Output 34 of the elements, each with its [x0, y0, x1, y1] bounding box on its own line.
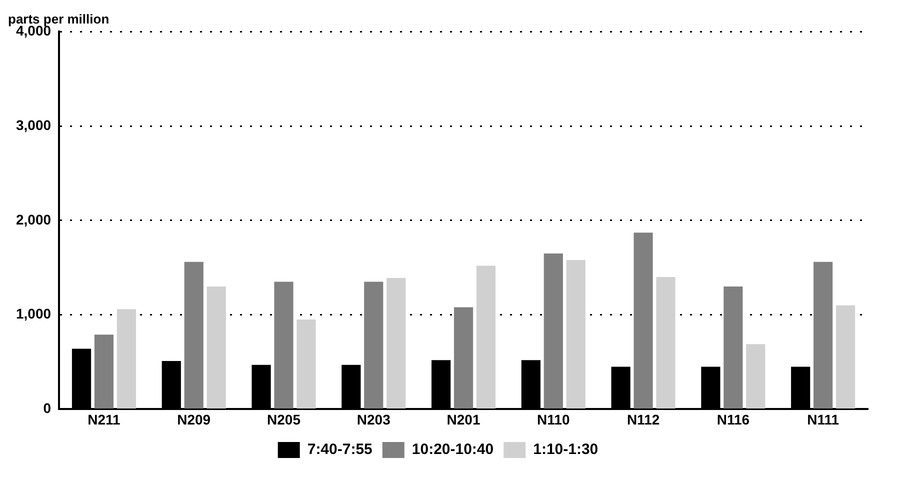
- x-tick-label: N110: [537, 411, 570, 428]
- bar: [544, 253, 563, 408]
- y-tick-label: 2,000: [16, 211, 52, 228]
- bar: [206, 286, 226, 408]
- bar: [296, 320, 316, 408]
- bar: [724, 286, 743, 408]
- bar: [94, 334, 114, 408]
- bar: [634, 232, 653, 408]
- bar: [116, 309, 136, 408]
- bar: [184, 262, 204, 408]
- bar: [836, 305, 856, 408]
- bar: [656, 277, 676, 408]
- bar: [814, 262, 833, 408]
- x-tick-label: N116: [716, 411, 750, 428]
- x-tick-label: N209: [177, 411, 211, 428]
- legend-label: 7:40-7:55: [307, 441, 372, 458]
- legend-label: 1:10-1:30: [533, 441, 598, 458]
- bar: [566, 260, 586, 408]
- x-tick-label: N205: [267, 411, 301, 428]
- bar: [476, 266, 496, 408]
- y-tick-label: 3,000: [16, 116, 52, 133]
- x-tick-label: N211: [88, 411, 121, 428]
- y-tick-label: 1,000: [16, 306, 52, 322]
- bar: [364, 282, 384, 408]
- x-tick-label: N111: [807, 411, 840, 428]
- bar: [746, 344, 766, 408]
- x-tick-label: N112: [626, 411, 660, 428]
- bar: [274, 282, 294, 408]
- x-tick-label: N201: [446, 411, 480, 428]
- y-tick-label: 0: [43, 400, 52, 416]
- bar: [386, 278, 406, 408]
- bar: [454, 307, 474, 408]
- legend-label: 10:20-10:40: [412, 441, 494, 458]
- x-tick-label: N203: [356, 411, 391, 428]
